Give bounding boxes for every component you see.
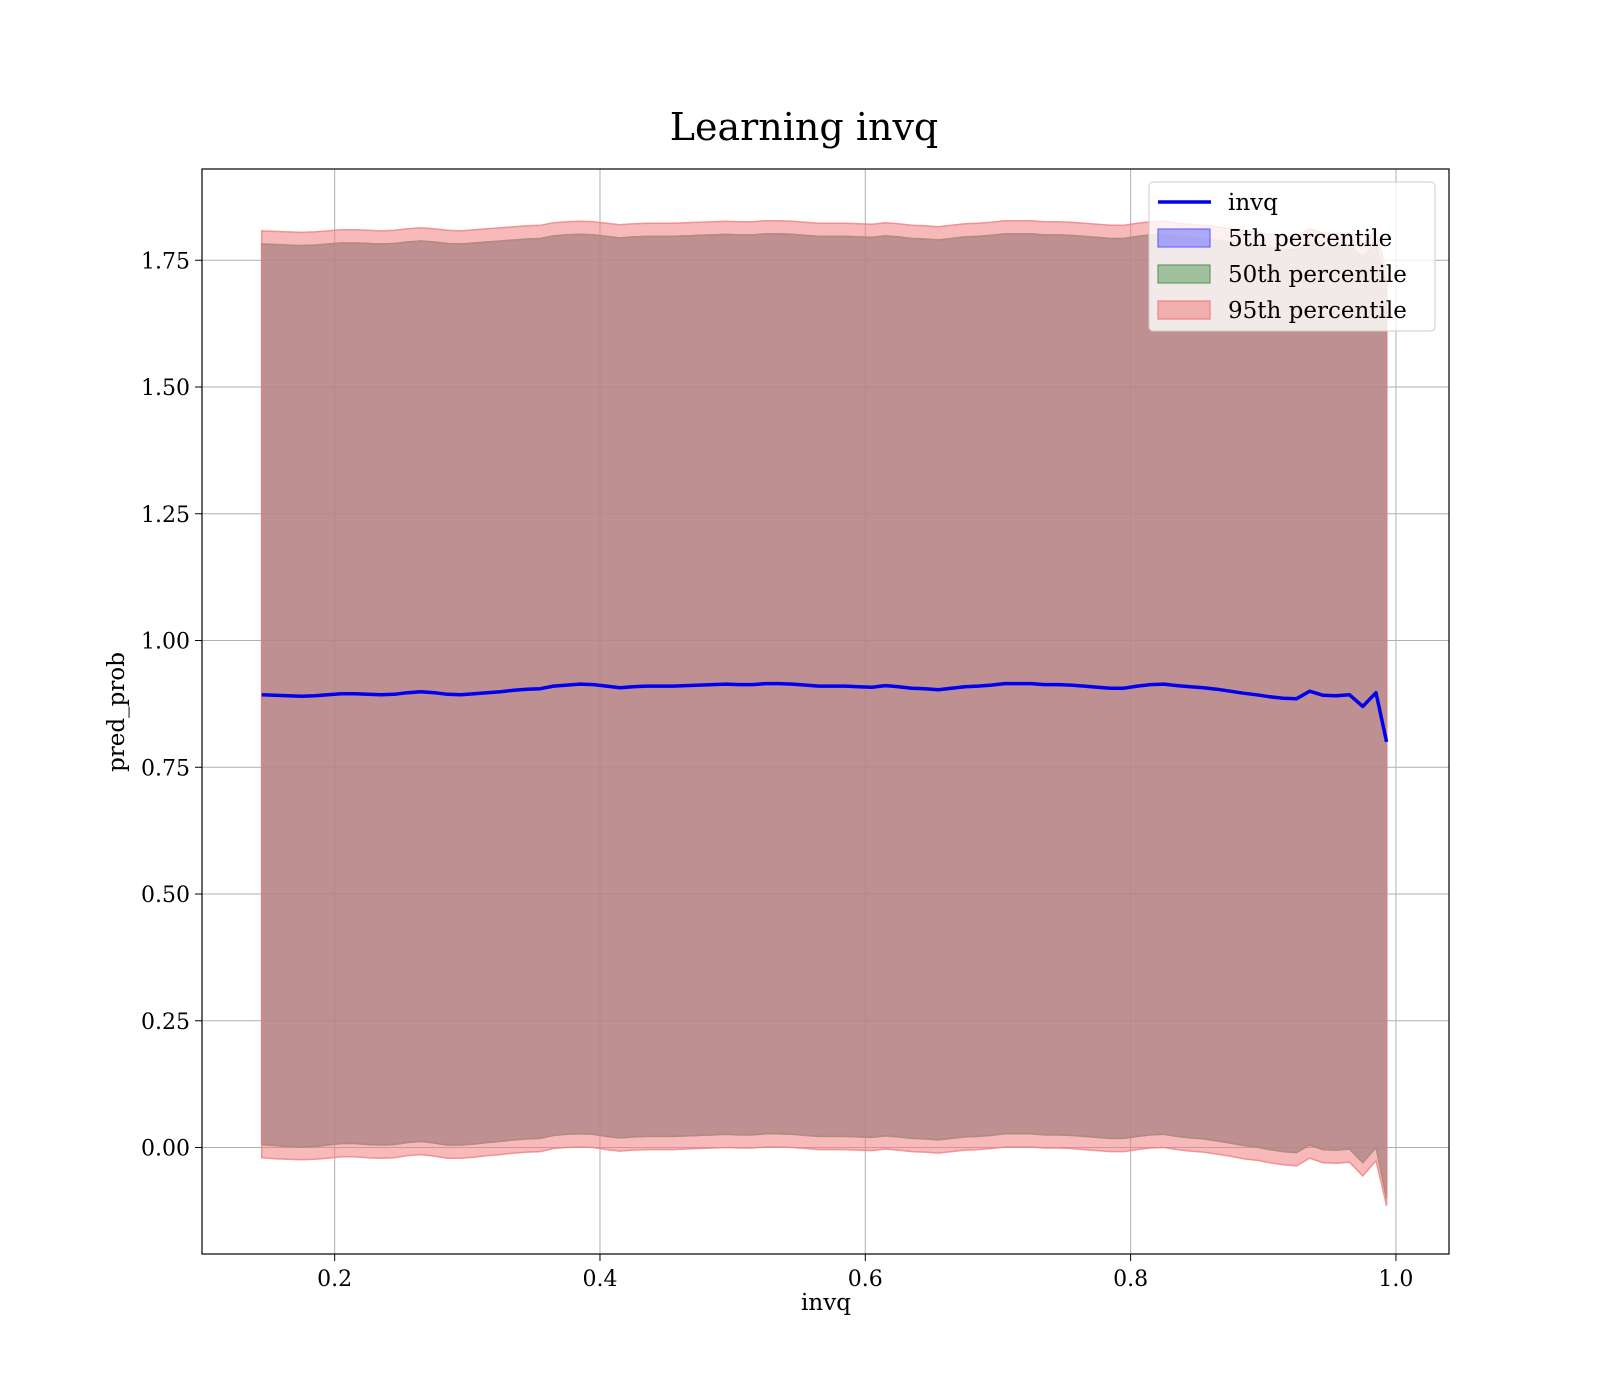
band-95th-percentile bbox=[260, 219, 1388, 1206]
bands bbox=[260, 219, 1388, 1206]
x-tick-label: 1.0 bbox=[1378, 1267, 1413, 1292]
x-tick-label: 0.6 bbox=[848, 1267, 883, 1292]
plot-frame bbox=[201, 168, 1450, 1255]
legend-swatch-band bbox=[1157, 228, 1211, 248]
x-tick-label: 0.4 bbox=[582, 1267, 617, 1292]
chart-title: Learning invq bbox=[670, 105, 938, 149]
y-tick-label: 1.50 bbox=[141, 376, 190, 401]
y-tick-label: 1.00 bbox=[141, 630, 190, 655]
y-tick-label: 0.50 bbox=[141, 883, 190, 908]
y-tick-label: 1.25 bbox=[141, 503, 190, 528]
legend: invq 5th percentile 50th percentile 95th pe… bbox=[1148, 181, 1436, 332]
x-axis-ticks: 0.2 0.4 0.6 0.8 1.0 bbox=[317, 1254, 1413, 1292]
x-tick-label: 0.8 bbox=[1113, 1267, 1148, 1292]
y-axis-label: pred_prob bbox=[104, 652, 130, 772]
legend-label: 5th percentile bbox=[1228, 226, 1392, 252]
legend-label: invq bbox=[1228, 190, 1278, 216]
legend-box bbox=[1148, 181, 1436, 332]
series-lines bbox=[261, 681, 1389, 743]
x-axis-label: invq bbox=[801, 1290, 851, 1316]
y-tick-label: 0.25 bbox=[141, 1010, 190, 1035]
y-tick-label: 0.75 bbox=[141, 756, 190, 781]
legend-swatch-band bbox=[1157, 264, 1211, 284]
legend-label: 50th percentile bbox=[1228, 262, 1407, 288]
y-axis-ticks: 0.00 0.25 0.50 0.75 1.00 1.25 1.50 1.75 bbox=[141, 249, 202, 1162]
y-tick-label: 0.00 bbox=[141, 1137, 190, 1162]
y-tick-label: 1.75 bbox=[141, 249, 190, 274]
legend-swatch-band bbox=[1157, 300, 1211, 320]
line-invq bbox=[261, 681, 1389, 743]
legend-label: 95th percentile bbox=[1228, 298, 1407, 324]
x-tick-label: 0.2 bbox=[317, 1267, 352, 1292]
